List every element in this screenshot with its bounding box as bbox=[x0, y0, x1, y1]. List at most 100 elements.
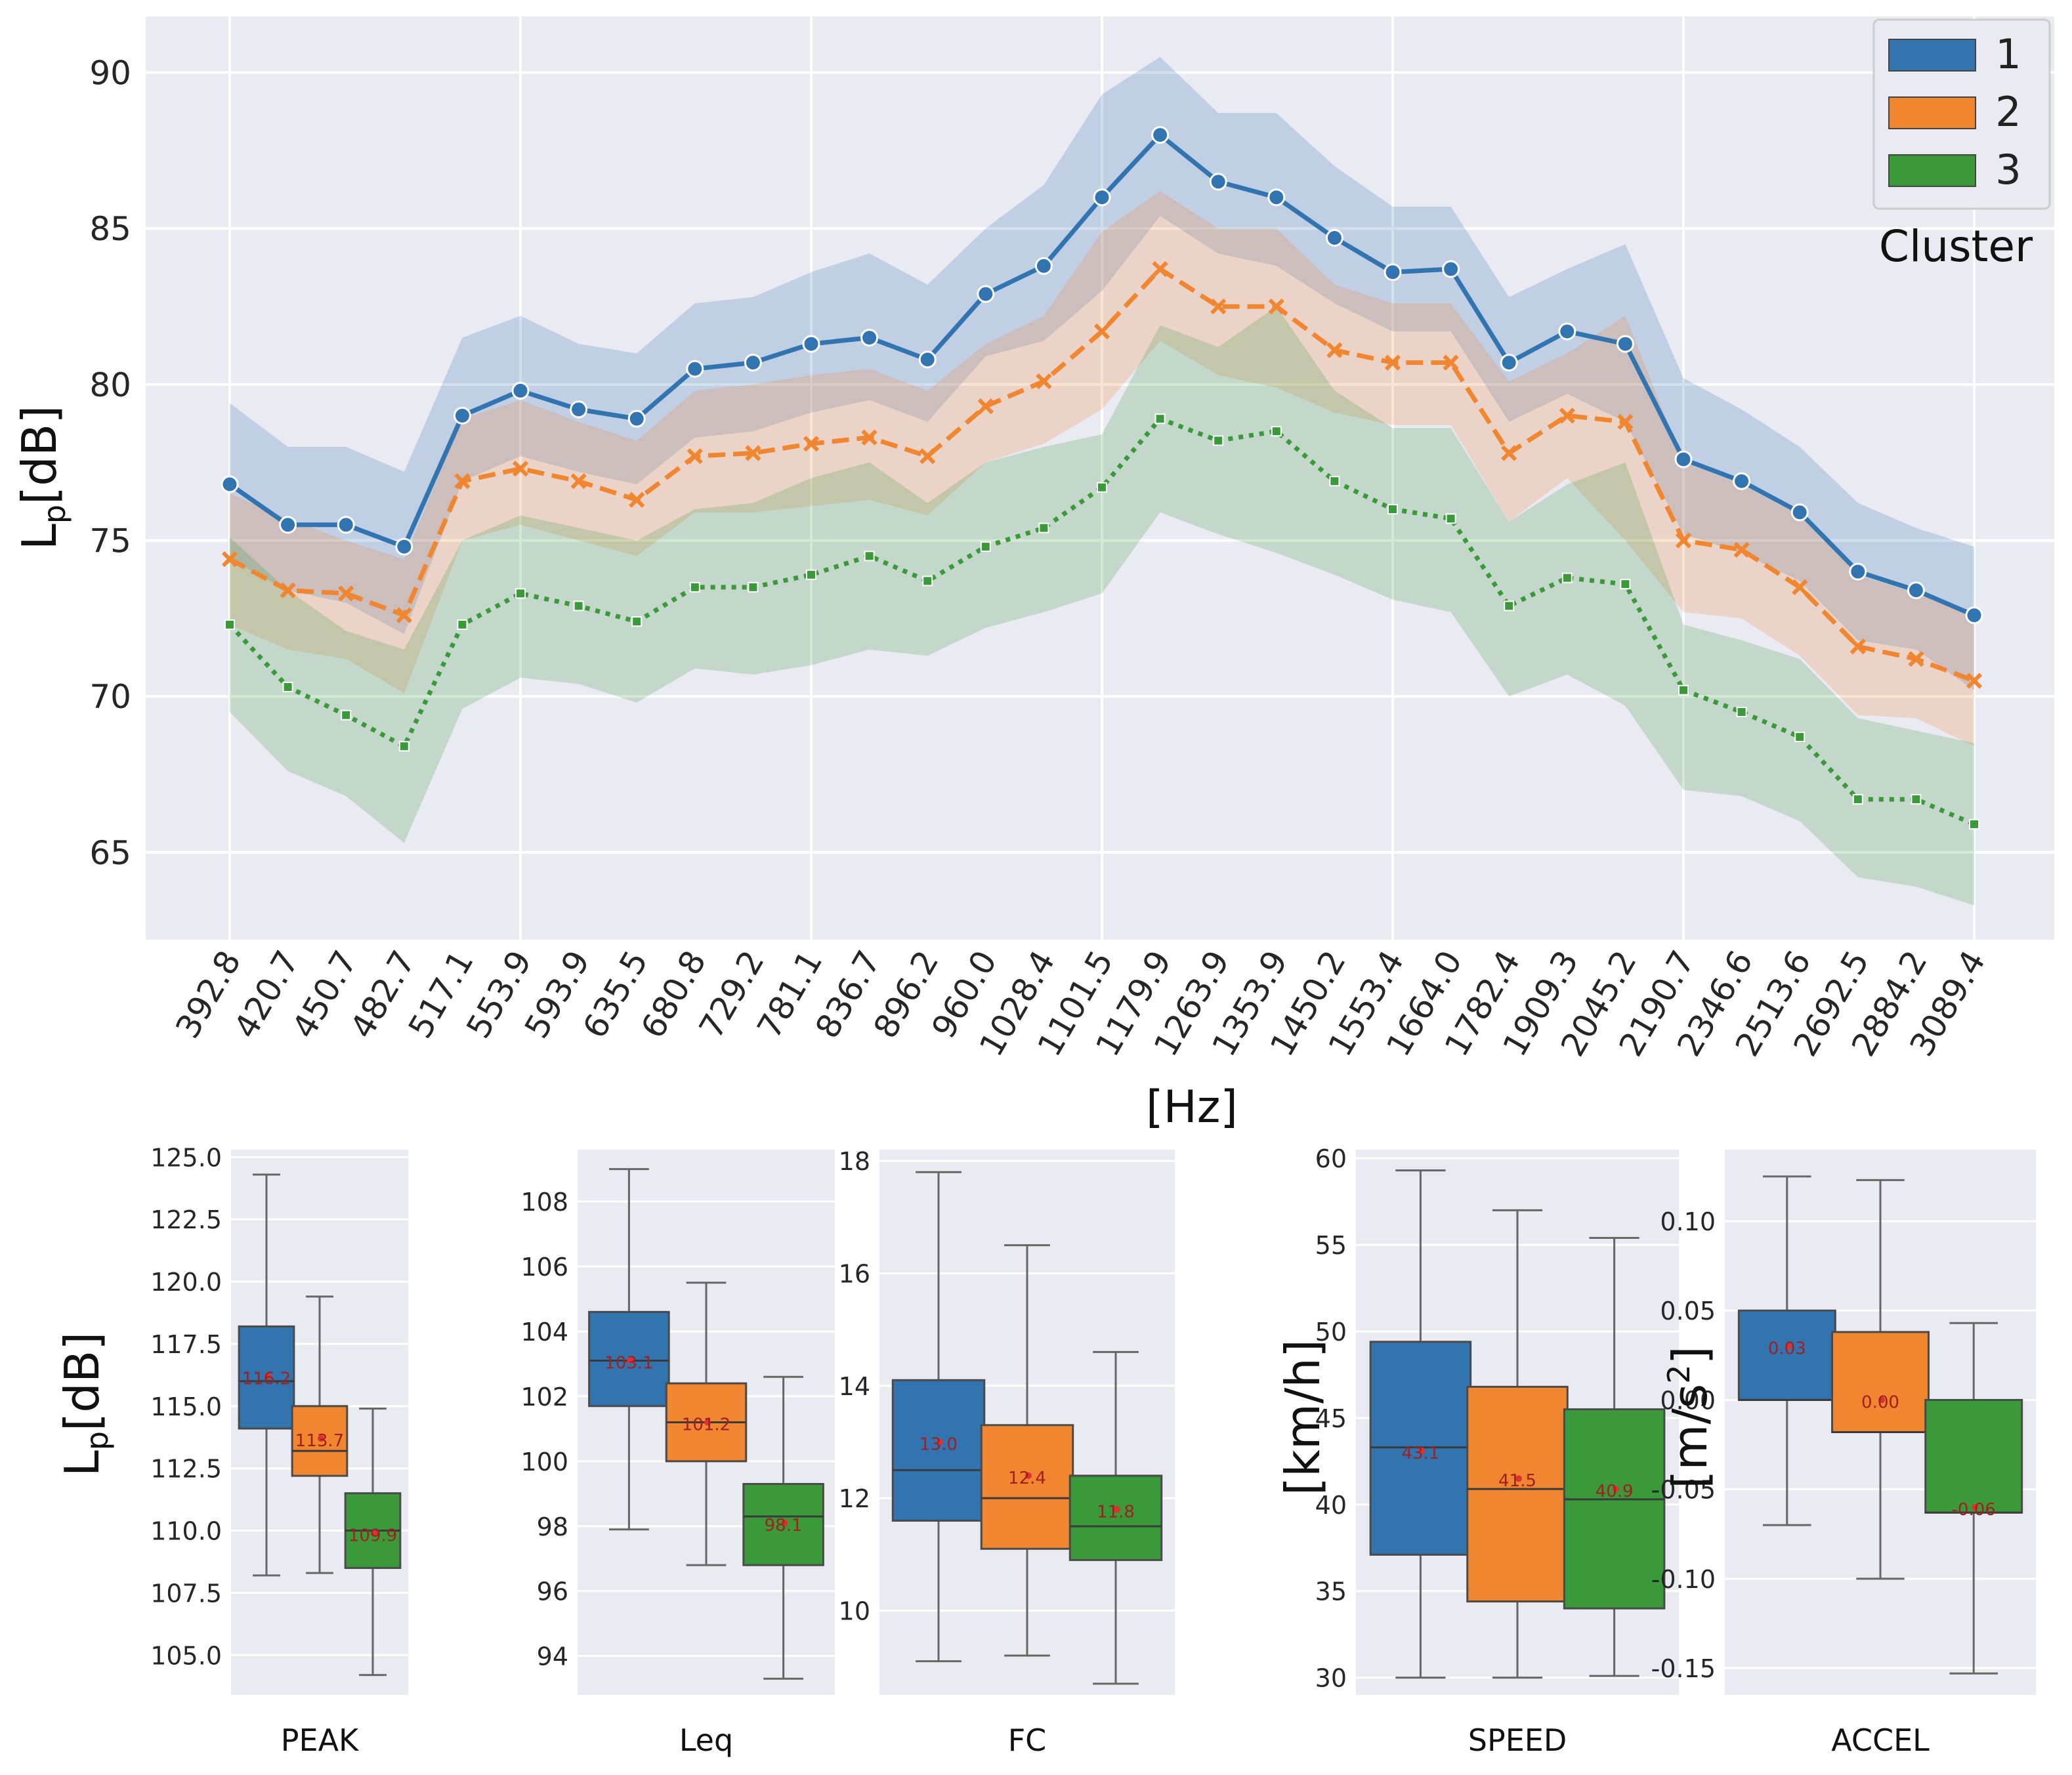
y-tick-label: 30 bbox=[1315, 1664, 1347, 1693]
y-axis-label-sub: p bbox=[37, 505, 72, 524]
spectrum-line-chart: 657075808590392.8420.7450.7482.7517.1553… bbox=[12, 16, 2054, 1133]
x-axis-label: [Hz] bbox=[1146, 1081, 1238, 1133]
box-panel-peak: 105.0 107.5 110.0 112.5 115.0 117.5 120.0 122.5… bbox=[150, 1143, 408, 1758]
point-series-2 bbox=[1093, 323, 1110, 340]
box-y-axis-label-accel: [m/s2] bbox=[1661, 1346, 1718, 1488]
y-tick-label: -0.10 bbox=[1651, 1565, 1716, 1594]
point-series-2 bbox=[629, 491, 645, 508]
mean-marker-2 bbox=[318, 1435, 324, 1442]
point-series-2 bbox=[861, 429, 877, 446]
point-series-3 bbox=[1911, 794, 1922, 805]
point-series-1 bbox=[1034, 257, 1053, 275]
y-tick-label: 0.05 bbox=[1660, 1297, 1716, 1326]
point-series-3 bbox=[980, 541, 991, 553]
x-axis-label: ACCEL bbox=[1831, 1723, 1930, 1758]
point-series-1 bbox=[1267, 188, 1286, 207]
y-tick-label: 16 bbox=[839, 1259, 870, 1288]
point-series-3 bbox=[1620, 579, 1631, 590]
point-series-1 bbox=[1209, 173, 1227, 191]
point-series-2 bbox=[338, 585, 354, 602]
box-panel-speed: 30 35 40 45 50 55 60 43.1 41.5 40.9 SPEED bbox=[1315, 1144, 1679, 1758]
y-tick-label: 40 bbox=[1315, 1491, 1347, 1520]
y-tick-label: 0.00 bbox=[1660, 1386, 1716, 1415]
y-tick-label: 90 bbox=[89, 54, 131, 93]
y-tick-label: 65 bbox=[89, 834, 131, 872]
y-tick-label: 100 bbox=[520, 1448, 568, 1476]
y-tick-label: 105.0 bbox=[150, 1641, 222, 1670]
point-series-3 bbox=[806, 569, 816, 580]
y-tick-label: 98 bbox=[537, 1513, 568, 1541]
x-axis-label: Leq bbox=[679, 1723, 733, 1758]
box-y-axis-label-db: Lp[dB] bbox=[54, 1332, 115, 1477]
point-series-1 bbox=[453, 406, 471, 425]
point-series-2 bbox=[454, 473, 471, 490]
mean-marker-3 bbox=[1612, 1486, 1619, 1493]
point-series-2 bbox=[1792, 579, 1808, 595]
legend-swatch-3 bbox=[1888, 154, 1976, 187]
point-series-3 bbox=[631, 616, 643, 627]
y-tick-label: 12 bbox=[839, 1484, 870, 1513]
point-series-2 bbox=[687, 448, 703, 465]
mean-marker-2 bbox=[704, 1419, 711, 1426]
point-series-3 bbox=[1736, 707, 1747, 718]
y-tick-label: 96 bbox=[537, 1577, 568, 1606]
point-series-3 bbox=[1504, 600, 1515, 612]
box-cluster-3 bbox=[1068, 1474, 1163, 1561]
mean-label-3: 40.9 bbox=[1596, 1482, 1634, 1501]
y-tick-label: 75 bbox=[89, 522, 131, 560]
box-y-label-unit: [dB] bbox=[54, 1332, 110, 1431]
mean-label-2: 12.4 bbox=[1008, 1469, 1046, 1488]
point-series-3 bbox=[515, 588, 526, 599]
point-series-2 bbox=[977, 398, 994, 415]
box-panel-fc: 10 12 14 16 18 13.0 12.4 11.8 FC bbox=[839, 1147, 1175, 1758]
point-series-1 bbox=[627, 409, 646, 428]
point-series-3 bbox=[1213, 435, 1224, 446]
point-series-1 bbox=[1442, 260, 1460, 278]
mean-marker-1 bbox=[937, 1438, 943, 1446]
point-series-1 bbox=[221, 475, 239, 493]
mean-label-2: 0.00 bbox=[1861, 1392, 1899, 1412]
legend-swatch-2 bbox=[1888, 96, 1976, 129]
legend: 1 2 3 Cluster bbox=[1872, 18, 2051, 272]
y-tick-label: 122.5 bbox=[150, 1205, 222, 1234]
point-series-1 bbox=[1558, 322, 1576, 341]
point-series-1 bbox=[1616, 335, 1634, 353]
point-series-1 bbox=[1849, 562, 1867, 581]
y-tick-label: 115.0 bbox=[150, 1392, 222, 1421]
point-series-1 bbox=[511, 381, 530, 400]
y-tick-label: 10 bbox=[839, 1597, 870, 1625]
box-y-axis-label-speed: [km/h] bbox=[1275, 1339, 1330, 1495]
y-tick-label: 85 bbox=[89, 210, 131, 248]
point-series-3 bbox=[922, 575, 933, 587]
y-tick-label: 80 bbox=[89, 366, 131, 404]
point-series-2 bbox=[1908, 651, 1924, 667]
point-series-2 bbox=[1966, 673, 1983, 689]
mean-label-3: 98.1 bbox=[765, 1516, 803, 1535]
mean-marker-3 bbox=[1114, 1506, 1120, 1513]
mean-label-3: -0.06 bbox=[1952, 1500, 1996, 1520]
ci-band-series-2 bbox=[230, 191, 1974, 747]
point-series-1 bbox=[1384, 263, 1402, 282]
point-series-2 bbox=[920, 448, 936, 465]
point-series-3 bbox=[1097, 482, 1107, 493]
mean-label-1: 13.0 bbox=[920, 1434, 958, 1454]
box-panel-accel: -0.15 -0.10 -0.05 0.00 0.05 0.10 0.03 0.00 -0.06… bbox=[1651, 1150, 2036, 1758]
point-series-1 bbox=[1907, 581, 1925, 600]
accel-label-sup: 2 bbox=[1661, 1364, 1697, 1383]
y-tick-label: 70 bbox=[89, 678, 131, 716]
point-series-3 bbox=[1329, 476, 1340, 487]
point-series-3 bbox=[573, 600, 584, 612]
y-axis-label-unit: [dB] bbox=[12, 406, 67, 505]
legend-label-3: 3 bbox=[1995, 146, 2021, 194]
point-series-2 bbox=[570, 473, 587, 490]
mean-label-1: 43.1 bbox=[1401, 1444, 1439, 1463]
y-tick-label: 45 bbox=[1315, 1404, 1347, 1433]
point-series-2 bbox=[803, 436, 820, 452]
box-cluster-3 bbox=[1563, 1408, 1666, 1610]
point-series-3 bbox=[1387, 504, 1398, 515]
point-series-3 bbox=[398, 741, 410, 752]
point-series-3 bbox=[1154, 413, 1166, 425]
box-y-label-main: L bbox=[54, 1450, 110, 1476]
box-cluster-2 bbox=[1831, 1331, 1930, 1433]
